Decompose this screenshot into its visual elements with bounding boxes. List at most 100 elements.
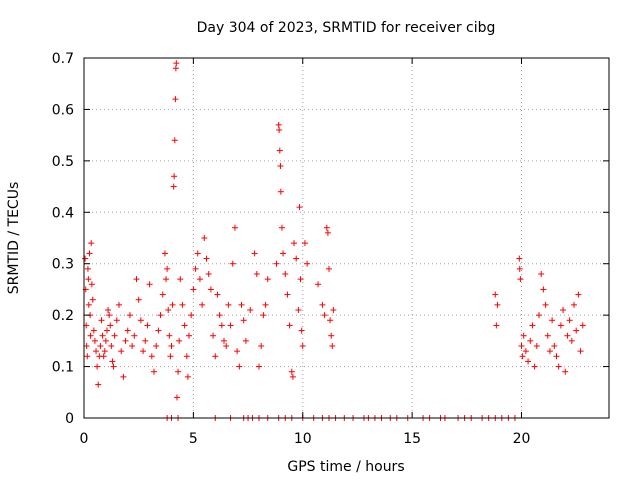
data-point — [100, 353, 107, 360]
data-point — [549, 317, 556, 324]
data-point — [107, 322, 114, 329]
data-point — [205, 271, 212, 277]
data-point — [296, 204, 303, 211]
y-tick-labels: 0 0.1 0.2 0.3 0.4 0.5 0.6 0.7 — [52, 51, 74, 427]
data-point — [544, 332, 551, 339]
data-point — [118, 348, 125, 355]
data-point — [212, 353, 219, 360]
data-point — [560, 307, 567, 313]
data-point — [289, 373, 296, 380]
data-point — [579, 322, 586, 329]
data-point — [84, 353, 91, 360]
data-point — [175, 368, 182, 375]
data-point — [176, 337, 183, 344]
data-point — [324, 229, 331, 236]
data-point — [536, 312, 542, 319]
data-point — [163, 276, 170, 283]
x-tick-label: 5 — [189, 431, 198, 447]
data-point — [106, 312, 113, 319]
y-axis-label: SRMTID / TECUs — [6, 182, 22, 295]
data-point — [170, 183, 177, 190]
data-point — [223, 343, 230, 349]
data-point — [169, 301, 176, 308]
data-point — [102, 337, 109, 344]
data-point — [90, 327, 97, 334]
y-tick-label: 0.5 — [52, 154, 74, 170]
data-point — [277, 188, 284, 195]
data-point — [275, 121, 282, 128]
data-point — [493, 322, 500, 329]
x-tick-label: 15 — [403, 431, 421, 447]
data-point — [113, 317, 120, 324]
data-point — [280, 250, 287, 257]
data-point — [562, 368, 569, 375]
data-point — [276, 127, 283, 133]
data-point — [91, 337, 98, 344]
data-point — [83, 343, 90, 349]
data-point — [286, 322, 293, 329]
data-point — [229, 260, 236, 267]
data-point — [327, 317, 334, 324]
data-point — [89, 296, 96, 303]
data-point — [95, 381, 102, 388]
data-point — [86, 250, 93, 257]
y-tick-label: 0.2 — [52, 308, 74, 324]
data-point — [94, 363, 101, 370]
data-point — [82, 255, 89, 262]
data-point — [144, 322, 151, 329]
data-point — [93, 348, 100, 355]
data-point — [242, 337, 249, 344]
data-point — [533, 343, 540, 349]
data-point — [207, 286, 214, 293]
data-point — [551, 343, 558, 349]
data-point — [181, 322, 188, 329]
data-point — [240, 317, 247, 324]
data-point — [260, 312, 267, 319]
data-point — [564, 332, 571, 339]
data-point — [157, 312, 164, 319]
data-point — [553, 353, 560, 360]
data-point — [301, 240, 308, 247]
data-point — [527, 337, 534, 344]
y-tick-label: 0.7 — [52, 51, 74, 67]
data-point — [129, 343, 136, 349]
data-point — [573, 327, 580, 334]
data-point — [577, 348, 584, 355]
data-point — [234, 348, 241, 355]
data-point — [247, 307, 254, 313]
data-point — [161, 250, 168, 257]
data-point — [522, 348, 529, 355]
data-point — [201, 235, 208, 241]
data-point — [105, 307, 112, 313]
data-point — [88, 240, 95, 247]
data-point — [85, 276, 92, 283]
x-axis-label: GPS time / hours — [287, 459, 404, 475]
data-point — [321, 312, 328, 319]
data-point — [111, 332, 118, 339]
x-tick-labels: 0 5 10 15 20 — [80, 431, 531, 447]
data-point — [159, 291, 166, 298]
data-point — [516, 255, 523, 262]
data-point — [284, 291, 291, 298]
data-point — [326, 265, 332, 272]
data-point — [165, 307, 172, 313]
data-point — [155, 327, 162, 334]
x-tick-label: 10 — [294, 431, 312, 447]
data-point — [120, 373, 127, 380]
data-point — [538, 271, 545, 277]
data-point — [110, 363, 117, 370]
data-point — [146, 281, 153, 288]
data-point — [99, 332, 106, 339]
x-tick-label: 20 — [513, 431, 531, 447]
data-point — [278, 224, 285, 231]
data-point — [225, 301, 232, 308]
data-point — [299, 343, 306, 349]
data-point — [153, 343, 160, 349]
data-point — [256, 363, 262, 370]
data-point — [319, 301, 326, 308]
data-point — [140, 348, 147, 355]
data-point — [520, 332, 527, 339]
data-point — [516, 265, 523, 272]
data-point — [188, 312, 195, 319]
data-point — [88, 281, 95, 288]
